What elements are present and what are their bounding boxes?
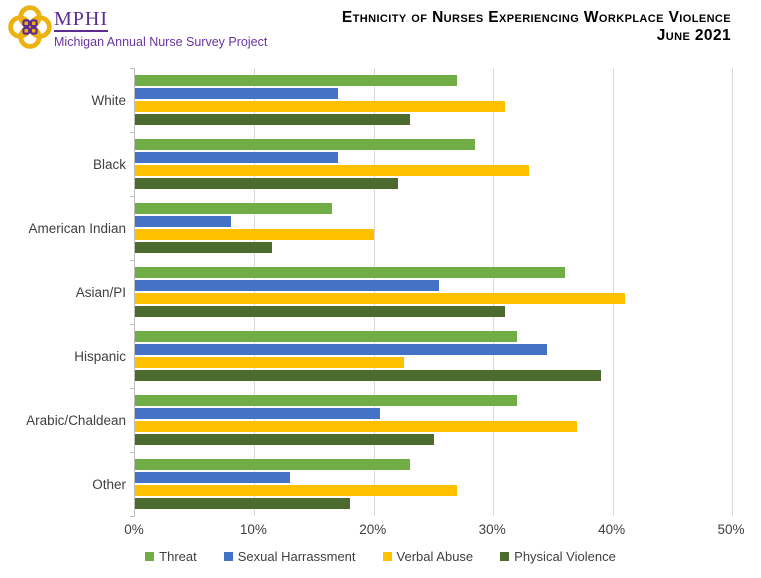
bar-black-physical-violence [135,178,398,189]
gridline-50 [732,68,733,516]
legend-item-verbal-abuse: Verbal Abuse [382,549,474,564]
x-axis-tick-label: 10% [239,522,267,537]
chart-title: Ethnicity of Nurses Experiencing Workpla… [341,9,731,26]
bar-white-sexual-harrassment [135,88,338,99]
bar-hispanic-verbal-abuse [135,357,404,368]
y-axis-category-label: American Indian [28,220,126,236]
y-axis-category-label: Hispanic [74,348,126,364]
x-axis-tick-label: 0% [124,522,144,537]
chart-title-block: Ethnicity of Nurses Experiencing Workpla… [342,9,731,45]
gridline-40 [612,68,614,516]
legend-label: Physical Violence [514,549,616,564]
brand-subtitle: Michigan Annual Nurse Survey Project [54,35,268,49]
bar-group-white [135,68,732,132]
y-axis-category-label: Asian/PI [75,284,126,300]
bar-hispanic-threat [135,331,518,342]
page-header: MPHI Michigan Annual Nurse Survey Projec… [0,0,761,62]
bar-american-indian-threat [135,203,332,214]
legend-label: Threat [159,549,197,564]
mphi-logo-icon [8,5,52,49]
legend: Threat Sexual Harrassment Verbal Abuse Phys… [0,549,761,564]
bar-other-sexual-harrassment [135,472,291,483]
legend-item-threat: Threat [145,549,197,564]
bar-american-indian-verbal-abuse [135,229,374,240]
y-axis-category-label: Other [92,476,126,492]
bar-white-verbal-abuse [135,101,506,112]
chart-subtitle: June 2021 [656,26,731,44]
bar-asian-pi-sexual-harrassment [135,280,440,291]
bar-arabic-chaldean-sexual-harrassment [135,408,380,419]
bar-asian-pi-physical-violence [135,306,506,317]
legend-marker-icon [145,552,155,561]
y-axis-labels: White Black American Indian Asian/PI Hispani… [0,68,126,516]
bar-white-threat [135,75,458,86]
bar-american-indian-sexual-harrassment [135,216,231,227]
y-axis-tick [130,196,135,197]
bar-asian-pi-threat [135,267,565,278]
bar-chart: White Black American Indian Asian/PI Hispani… [0,62,761,578]
brand-acronym: MPHI [54,8,109,32]
legend-label: Verbal Abuse [396,549,474,564]
x-axis-tick-label: 50% [717,522,745,537]
legend-marker-icon [500,552,510,561]
x-axis-tick-label: 20% [359,522,387,537]
legend-marker-icon [223,552,233,561]
bar-group-black [135,132,732,196]
y-axis-tick [130,388,135,389]
y-axis-tick [130,516,135,517]
legend-label: Sexual Harrassment [237,549,356,564]
x-axis-labels: 0% 10% 20% 30% 40% 50% [124,522,744,542]
bar-american-indian-physical-violence [135,242,273,253]
y-axis-tick [130,132,135,133]
y-axis-category-label: White [91,92,126,108]
bar-group-hispanic [135,324,732,388]
legend-marker-icon [382,552,392,561]
bar-asian-pi-verbal-abuse [135,293,625,304]
y-axis-category-label: Black [92,156,126,172]
bar-group-american-indian [135,196,732,260]
plot-area [130,68,733,517]
bar-group-other [135,452,732,516]
gridline-30 [493,68,495,516]
bar-group-asian-pi [135,260,732,324]
bar-arabic-chaldean-threat [135,395,518,406]
brand-block: MPHI Michigan Annual Nurse Survey Projec… [54,9,267,49]
y-axis-tick [130,452,135,453]
x-axis-tick-label: 40% [598,522,626,537]
bar-other-verbal-abuse [135,485,458,496]
gridline-20 [373,68,375,516]
bar-black-threat [135,139,476,150]
bar-arabic-chaldean-verbal-abuse [135,421,577,432]
x-axis-tick-label: 30% [478,522,506,537]
legend-item-physical-violence: Physical Violence [500,549,616,564]
legend-item-sexual-harrassment: Sexual Harrassment [223,549,356,564]
bar-black-sexual-harrassment [135,152,338,163]
bar-black-verbal-abuse [135,165,530,176]
y-axis-category-label: Arabic/Chaldean [26,412,126,428]
y-axis-tick [130,68,135,69]
y-axis-tick [130,324,135,325]
bar-other-physical-violence [135,498,350,509]
bar-white-physical-violence [135,114,410,125]
y-axis-tick [130,260,135,261]
gridline-10 [254,68,256,516]
bar-arabic-chaldean-physical-violence [135,434,434,445]
bar-group-arabic-chaldean [135,388,732,452]
bar-hispanic-physical-violence [135,370,601,381]
bar-hispanic-sexual-harrassment [135,344,547,355]
bar-other-threat [135,459,410,470]
